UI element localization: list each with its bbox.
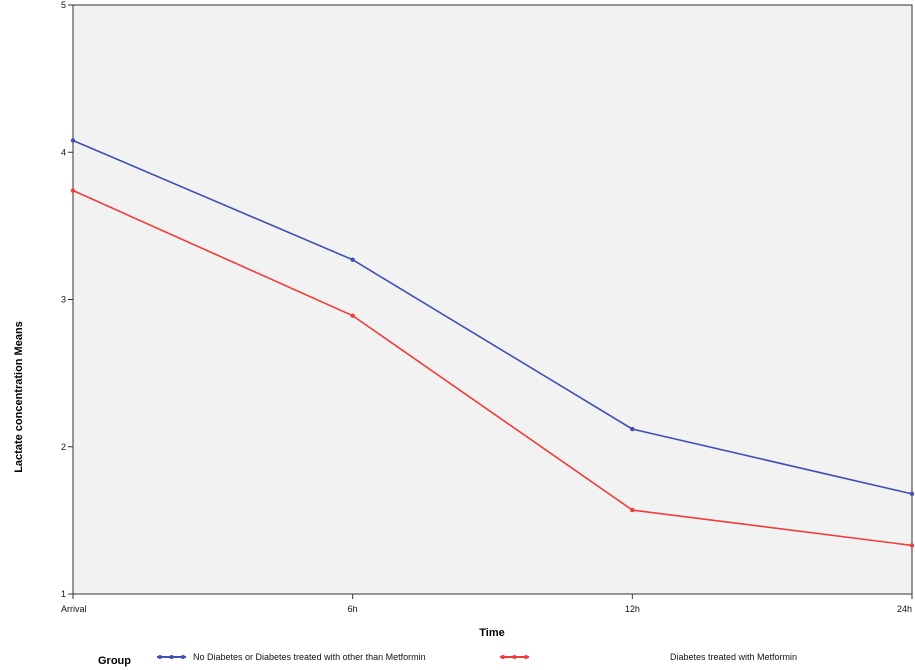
- data-point: [630, 426, 635, 432]
- data-point: [350, 313, 355, 318]
- data-point: [909, 543, 915, 548]
- y-tick-label: 2: [61, 442, 66, 452]
- legend-swatch-marker: [181, 655, 185, 659]
- y-axis: 1 2 3 4 5: [61, 0, 73, 599]
- legend-swatch-marker: [501, 655, 505, 659]
- legend-item-series-2: Diabetes treated with Metformin: [500, 652, 797, 662]
- x-axis-title: Time: [479, 627, 504, 639]
- y-tick-label: 3: [61, 295, 66, 305]
- data-point: [70, 138, 76, 143]
- legend-label-series-1: No Diabetes or Diabetes treated with oth…: [193, 652, 426, 662]
- x-tick-label: 24h: [897, 604, 912, 614]
- x-tick-label: 6h: [348, 604, 358, 614]
- data-point: [350, 257, 355, 262]
- data-point: [630, 507, 635, 513]
- y-tick-label: 5: [61, 0, 66, 10]
- legend-swatch-marker: [158, 655, 162, 659]
- x-axis: Arrival 6h 12h 24h: [61, 594, 913, 614]
- legend: Group No Diabetes or Diabetes treated wi…: [98, 652, 797, 667]
- series-line-2: [72, 189, 913, 547]
- plot-area: [72, 4, 913, 595]
- x-tick-label: 12h: [625, 604, 640, 614]
- legend-title: Group: [98, 655, 131, 667]
- y-tick-label: 1: [61, 589, 66, 599]
- legend-swatch-marker: [512, 655, 517, 659]
- series-line-1: [72, 139, 913, 495]
- y-axis-title: Lactate concentration Means: [13, 321, 25, 473]
- x-tick-label: Arrival: [61, 604, 87, 614]
- legend-label-series-2: Diabetes treated with Metformin: [670, 652, 797, 662]
- y-tick-label: 4: [61, 147, 66, 157]
- legend-item-series-1: No Diabetes or Diabetes treated with oth…: [157, 652, 426, 662]
- series-group: [70, 138, 915, 548]
- data-point: [909, 491, 915, 497]
- legend-swatch-marker: [169, 655, 174, 659]
- legend-swatch-marker: [524, 655, 528, 659]
- data-point: [70, 188, 76, 193]
